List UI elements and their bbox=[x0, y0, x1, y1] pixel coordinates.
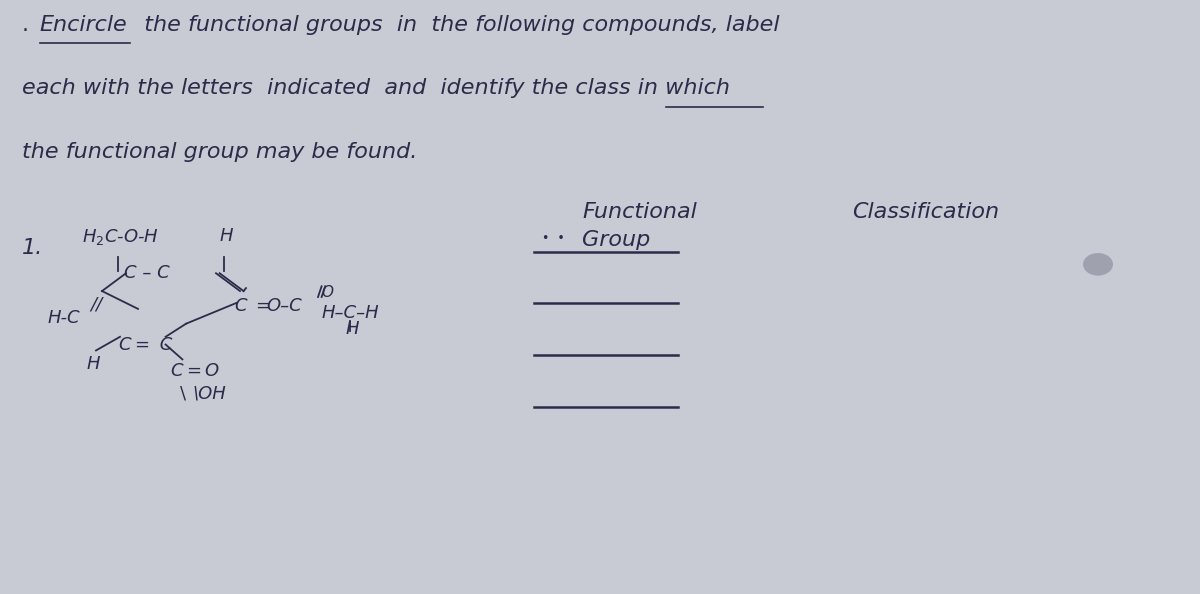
Text: the functional group may be found.: the functional group may be found. bbox=[22, 142, 416, 162]
Text: H: H bbox=[86, 355, 100, 373]
Text: each with the letters  indicated  and  identify the class in which: each with the letters indicated and iden… bbox=[22, 78, 730, 99]
Text: =: = bbox=[256, 297, 271, 315]
Text: Functional: Functional bbox=[582, 202, 697, 222]
Text: H: H bbox=[346, 320, 359, 337]
Text: \OH: \OH bbox=[192, 385, 226, 403]
Text: the functional groups  in  the following compounds, label: the functional groups in the following c… bbox=[130, 15, 779, 35]
Text: Encircle: Encircle bbox=[40, 15, 127, 35]
Text: C – C: C – C bbox=[124, 264, 169, 282]
Text: H–C–H: H–C–H bbox=[322, 304, 379, 322]
Text: H: H bbox=[220, 227, 233, 245]
Text: \: \ bbox=[180, 385, 186, 403]
Text: O–C: O–C bbox=[266, 297, 302, 315]
Text: C: C bbox=[154, 336, 172, 353]
Text: Group: Group bbox=[582, 230, 650, 251]
Text: C$=$: C$=$ bbox=[118, 336, 149, 353]
Ellipse shape bbox=[1084, 253, 1114, 276]
Text: H-C: H-C bbox=[48, 309, 80, 327]
Text: O: O bbox=[322, 285, 334, 300]
Text: C$=$O: C$=$O bbox=[170, 362, 221, 380]
Text: //: // bbox=[90, 295, 102, 313]
Text: .: . bbox=[22, 15, 36, 35]
Text: •  •: • • bbox=[542, 232, 565, 245]
Text: C: C bbox=[234, 297, 247, 315]
Text: $H_2$C-O-H: $H_2$C-O-H bbox=[82, 227, 158, 247]
Text: Classification: Classification bbox=[852, 202, 1000, 222]
Text: 1.: 1. bbox=[22, 238, 43, 258]
